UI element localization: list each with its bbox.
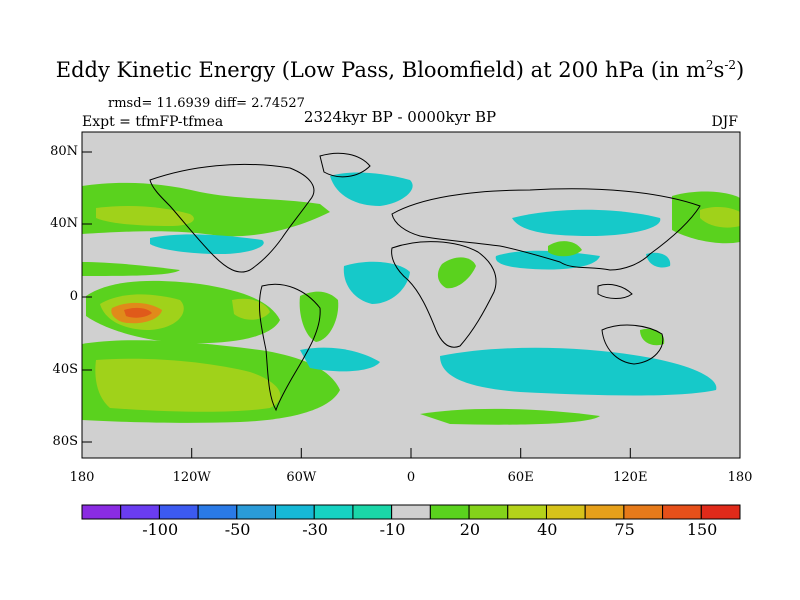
lon-label-120w: 120W [172, 470, 211, 485]
lon-label-180-east: 180 [727, 470, 753, 485]
eke-strong-north-west-pacific [700, 206, 740, 228]
maritime-continent-coast [597, 283, 633, 299]
colorbar-swatch [352, 504, 393, 520]
time-range-label: 2324kyr BP - 0000kyr BP [303, 108, 497, 126]
australia-coast [601, 324, 664, 365]
eke-negative-north-pacific [150, 234, 264, 254]
south-america-coast [258, 283, 321, 412]
eke-positive-subtropic-pacific [82, 262, 180, 276]
colorbar-label-neg100: -100 [142, 520, 179, 539]
lat-label-40s: 40S [52, 362, 78, 377]
eke-positive-west-africa [437, 257, 476, 289]
colorbar-label-40: 40 [537, 520, 558, 539]
lat-label-80n: 80N [50, 144, 78, 159]
stats-label: rmsd= 11.6939 diff= 2.74527 [108, 96, 305, 111]
colorbar-label-150: 150 [686, 520, 718, 539]
colorbar-swatch [468, 504, 509, 520]
lat-label-40n: 40N [50, 216, 78, 231]
colorbar-swatch [391, 504, 431, 520]
eke-negative-central-asia [512, 209, 661, 236]
north-america-coast [149, 163, 315, 273]
colorbar-label-neg10: -10 [379, 520, 406, 539]
colorbar-swatch [158, 504, 199, 520]
lat-label-0: 0 [69, 289, 78, 304]
colorbar-swatch [81, 504, 122, 520]
colorbar-label-75: 75 [614, 520, 635, 539]
colorbar-swatch [662, 504, 702, 520]
eke-negative-southern-ocean [440, 347, 717, 396]
lat-label-80s: 80S [52, 434, 78, 449]
eke-peak-equatorial-pacific [124, 307, 152, 318]
eurasia-coast [391, 188, 701, 271]
lon-label-120e: 120E [613, 470, 648, 485]
coastlines [149, 152, 701, 412]
lon-label-60e: 60E [507, 470, 534, 485]
lon-label-60w: 60W [286, 470, 317, 485]
season-label: DJF [711, 114, 738, 130]
colorbar-swatch [197, 504, 238, 520]
map-title: Eddy Kinetic Energy (Low Pass, Bloomfiel… [0, 58, 800, 82]
eke-positive-coral-sea [640, 328, 665, 346]
title-exponent-1: 2 [705, 58, 714, 72]
eke-strong-south-pacific [95, 358, 281, 412]
title-exponent-2: -2 [724, 58, 737, 72]
colorbar-swatch [313, 504, 354, 520]
title-close: ) [736, 58, 745, 82]
eke-positive-brazil [299, 291, 339, 342]
colorbar [81, 504, 741, 520]
lon-label-0: 0 [406, 470, 416, 485]
eke-positive-india [548, 241, 582, 257]
eke-negative-tropical-atlantic [343, 261, 410, 304]
lon-label-180-west: 180 [69, 470, 95, 485]
colorbar-swatch [236, 504, 277, 520]
colorbar-swatch [584, 504, 625, 520]
eke-negative-east-asia [646, 252, 671, 268]
title-text: Eddy Kinetic Energy (Low Pass, Bloomfiel… [55, 58, 706, 82]
title-unit-s: s [713, 58, 725, 82]
eke-strong-south-america-north [232, 298, 270, 320]
africa-coast [391, 241, 497, 348]
colorbar-swatch [700, 504, 741, 520]
colorbar-swatch [623, 504, 664, 520]
colorbar-swatch [275, 504, 315, 520]
colorbar-swatch [545, 504, 586, 520]
colorbar-label-20: 20 [459, 520, 481, 539]
eke-negative-north-atlantic [330, 172, 413, 206]
experiment-label: Expt = tfmFP-tfmea [82, 114, 224, 130]
eke-negative-south-asia [495, 250, 600, 270]
map-field [82, 132, 740, 458]
colorbar-label-neg50: -50 [224, 520, 251, 539]
lat-tick-marks [82, 151, 92, 443]
eke-positive-high-south [420, 408, 600, 425]
eke-negative-south-atlantic [300, 347, 380, 372]
colorbar-swatch [507, 504, 547, 520]
lon-tick-marks [81, 448, 741, 458]
colorbar-swatch [429, 504, 470, 520]
colorbar-label-neg30: -30 [302, 520, 328, 539]
colorbar-swatch [120, 504, 160, 520]
greenland-coast [319, 152, 371, 178]
eke-strong-north-pacific [96, 206, 194, 226]
